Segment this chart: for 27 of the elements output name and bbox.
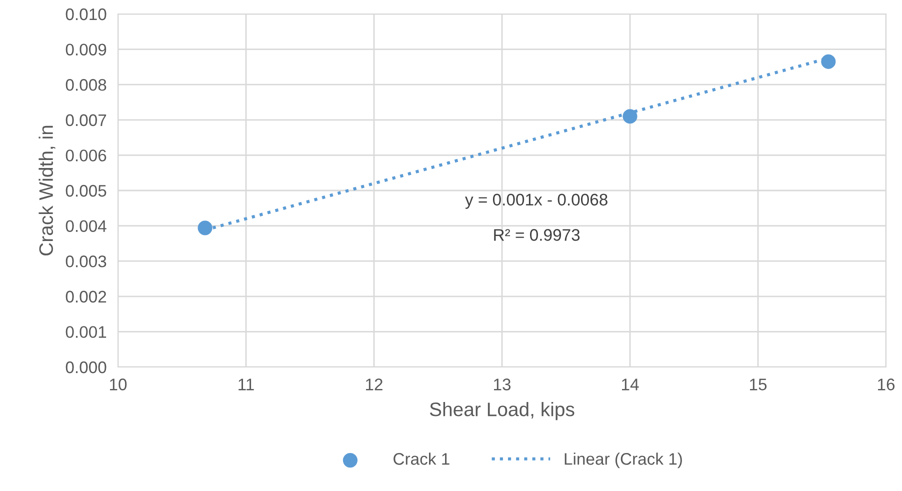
x-tick-label: 12 xyxy=(366,378,382,390)
x-tick-label: 13 xyxy=(494,378,511,390)
point xyxy=(622,109,638,124)
annotation: y = 0.001x - 0.0068 xyxy=(465,194,608,209)
y-tick-label: 0.000 xyxy=(66,361,106,374)
y-tick-label: 0.005 xyxy=(66,184,106,197)
legend-label: Linear (Crack 1) xyxy=(564,452,682,468)
x-axis-title: Shear Load, kips xyxy=(430,402,574,420)
x-tick-label: 11 xyxy=(238,378,254,390)
x-tick-label: 10 xyxy=(110,378,127,390)
y-tick-label: 0.008 xyxy=(66,79,106,91)
y-tick-label: 0.002 xyxy=(66,290,106,303)
x-tick-label: 14 xyxy=(622,378,639,390)
y-tick-label: 0.010 xyxy=(66,8,106,20)
y-tick-label: 0.009 xyxy=(66,44,106,56)
x-tick-label: 15 xyxy=(750,378,767,390)
point xyxy=(198,220,212,236)
y-tick-label: 0.001 xyxy=(66,326,106,338)
y-tick-label: 0.006 xyxy=(66,150,106,162)
x-tick-label: 16 xyxy=(878,378,895,390)
y-tick-label: 0.004 xyxy=(66,220,106,232)
point xyxy=(821,54,836,69)
y-tick-label: 0.003 xyxy=(66,256,106,268)
y-tick-label: 0.007 xyxy=(66,114,106,126)
annotation: R² = 0.9973 xyxy=(494,229,580,241)
legend-label: Crack 1 xyxy=(394,452,450,465)
y-axis-title: Crack Width, in xyxy=(38,126,56,256)
